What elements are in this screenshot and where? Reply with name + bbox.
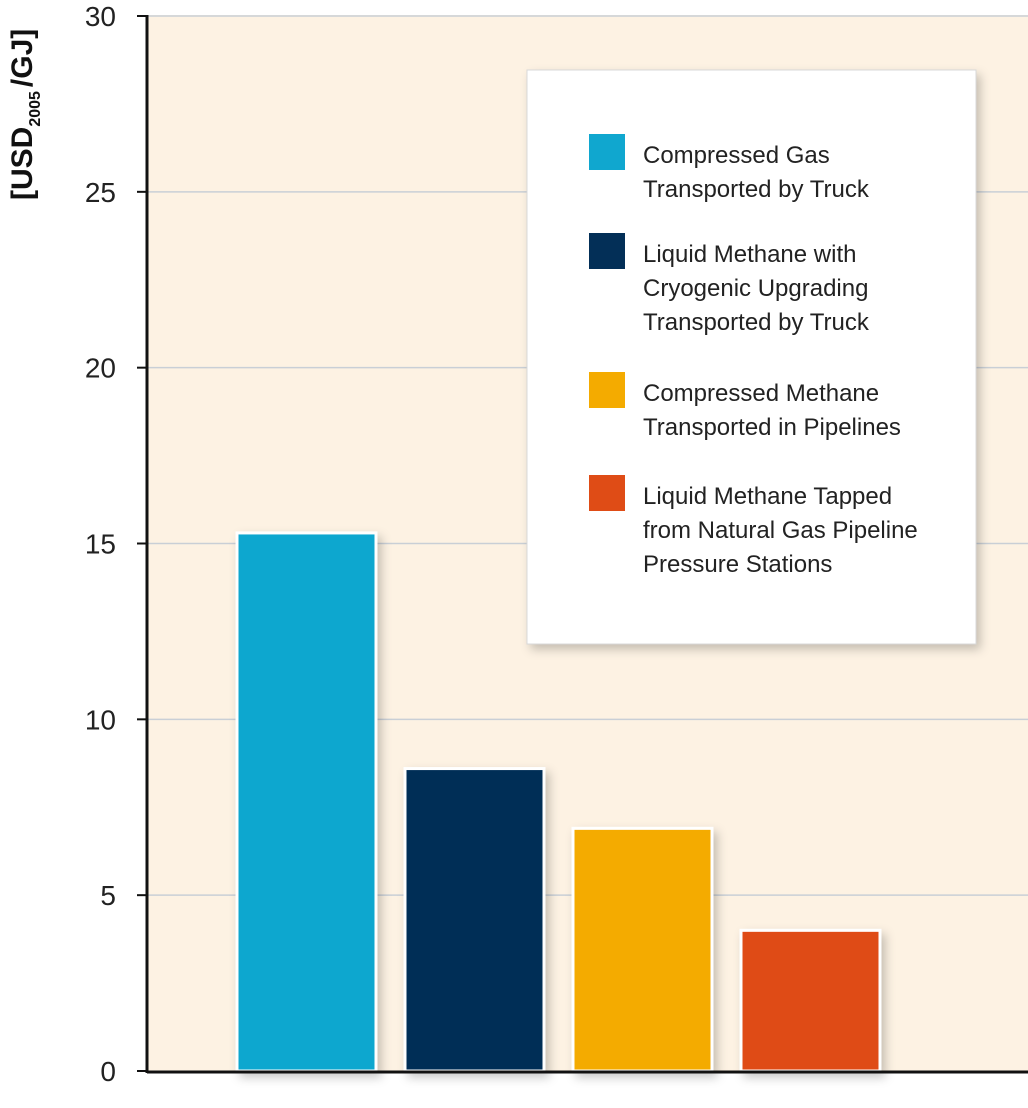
- y-tick-label-30: 30: [85, 1, 116, 32]
- legend-swatch-1: [589, 134, 625, 170]
- legend-label-1-line-1: Compressed Gas: [643, 142, 830, 169]
- legend-label-4-line-2: from Natural Gas Pipeline: [643, 517, 918, 544]
- y-tick-label-0: 0: [100, 1056, 116, 1087]
- bars: [235, 531, 882, 1073]
- legend-label-3-line-1: Compressed Methane: [643, 380, 879, 407]
- legend-swatch-2: [589, 233, 625, 269]
- y-axis-label-subscript: 2005: [27, 91, 44, 127]
- legend-label-2-line-3: Transported by Truck: [643, 309, 870, 336]
- bar-1: [235, 531, 378, 1073]
- y-axis-label-main: [USD: [6, 127, 39, 200]
- legend-label-2-line-2: Cryogenic Upgrading: [643, 275, 868, 302]
- y-tick-label-5: 5: [100, 880, 116, 911]
- y-tick-label-15: 15: [85, 529, 116, 560]
- legend-label-1-line-2: Transported by Truck: [643, 176, 870, 203]
- y-axis-label: [USD2005/GJ]: [6, 29, 44, 200]
- y-tick-label-20: 20: [85, 353, 116, 384]
- legend-label-3-line-2: Transported in Pipelines: [643, 414, 901, 441]
- y-tick-labels: 0 5 10 15 20 25 30: [85, 1, 147, 1087]
- legend-items: Compressed Gas Transported by Truck Liquid…: [589, 134, 918, 578]
- legend-swatch-3: [589, 372, 625, 408]
- y-tick-label-25: 25: [85, 177, 116, 208]
- legend-label-4-line-1: Liquid Methane Tapped: [643, 483, 892, 510]
- bar-2: [403, 767, 546, 1073]
- legend-label-2-line-1: Liquid Methane with: [643, 241, 856, 268]
- bar-3: [571, 826, 714, 1073]
- legend: Compressed Gas Transported by Truck Liquid…: [526, 69, 977, 645]
- legend-swatch-4: [589, 475, 625, 511]
- legend-label-4-line-3: Pressure Stations: [643, 551, 832, 578]
- y-tick-label-10: 10: [85, 704, 116, 735]
- bar-4: [739, 928, 882, 1073]
- y-axis-label-tail: /GJ]: [6, 29, 39, 87]
